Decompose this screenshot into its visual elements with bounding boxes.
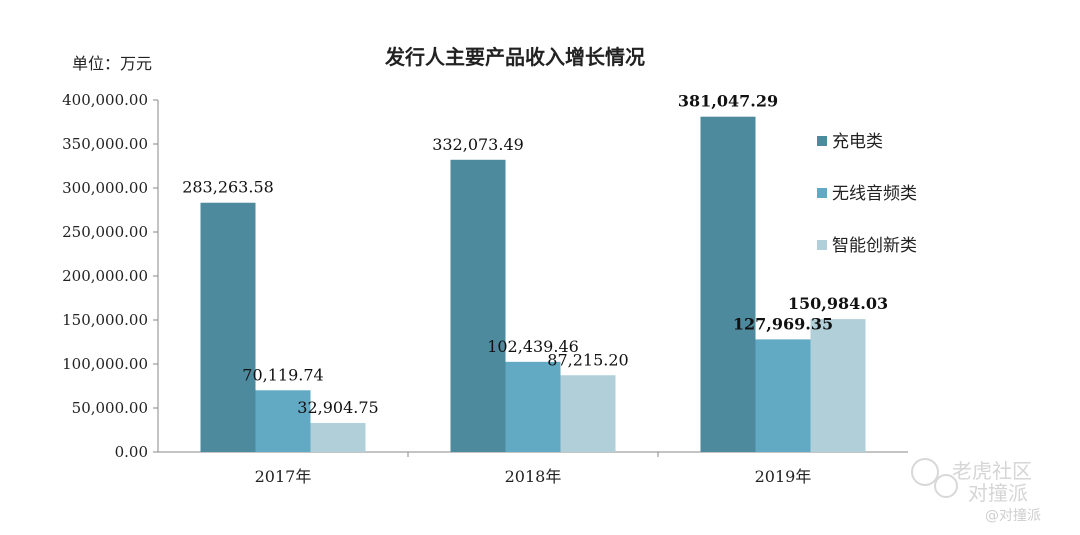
chart-title: 发行人主要产品收入增长情况 [384,45,645,69]
bar [700,116,756,453]
y-axis-ticks: 0.00 50,000.00 100,000.00 150,000.00 200,000… [62,91,158,461]
data-label: 102,439.46 [487,337,579,356]
watermark-sub: 对撞派 [968,481,1028,505]
bar [560,375,616,452]
legend-label: 充电类 [832,132,883,152]
data-label: 127,969.35 [733,314,833,333]
x-tick-label: 2019年 [755,467,812,486]
bar [755,339,811,452]
legend-swatch [817,188,827,198]
data-label: 283,263.58 [182,178,274,197]
bar [255,390,311,452]
bars [200,116,866,453]
data-label: 87,215.20 [547,350,628,369]
y-tick-label: 50,000.00 [72,399,148,417]
bar [310,423,366,452]
bar [200,202,256,452]
y-tick-label: 350,000.00 [62,135,148,153]
data-labels: 283,263.58 70,119.74 32,904.75 332,073.49 10… [182,92,888,417]
legend-swatch [817,240,827,250]
x-tick-label: 2018年 [505,467,562,486]
unit-label: 单位：万元 [72,54,152,73]
data-label: 332,073.49 [432,135,524,154]
y-tick-label: 300,000.00 [62,179,148,197]
watermark: 老虎社区 对撞派 @对撞派 [911,458,1041,524]
y-tick-label: 200,000.00 [62,267,148,285]
legend-swatch [817,136,827,146]
data-label: 70,119.74 [242,365,323,384]
watermark-handle: @对撞派 [985,508,1041,524]
legend-label: 无线音频类 [832,184,917,204]
bar [505,361,561,452]
data-label: 381,047.29 [678,92,778,111]
watermark-main: 老虎社区 [952,459,1032,483]
bar [810,319,866,452]
data-label: 32,904.75 [297,398,378,417]
x-tick-label: 2017年 [255,467,312,486]
y-tick-label: 400,000.00 [62,91,148,109]
x-axis-categories: 2017年 2018年 2019年 [255,452,812,486]
y-tick-label: 150,000.00 [62,311,148,329]
y-tick-label: 0.00 [115,443,148,461]
data-label: 150,984.03 [788,294,888,313]
bar [450,159,506,452]
watermark-logo-icon [911,458,958,498]
y-tick-label: 250,000.00 [62,223,148,241]
y-tick-label: 100,000.00 [62,355,148,373]
legend-label: 智能创新类 [832,236,917,256]
